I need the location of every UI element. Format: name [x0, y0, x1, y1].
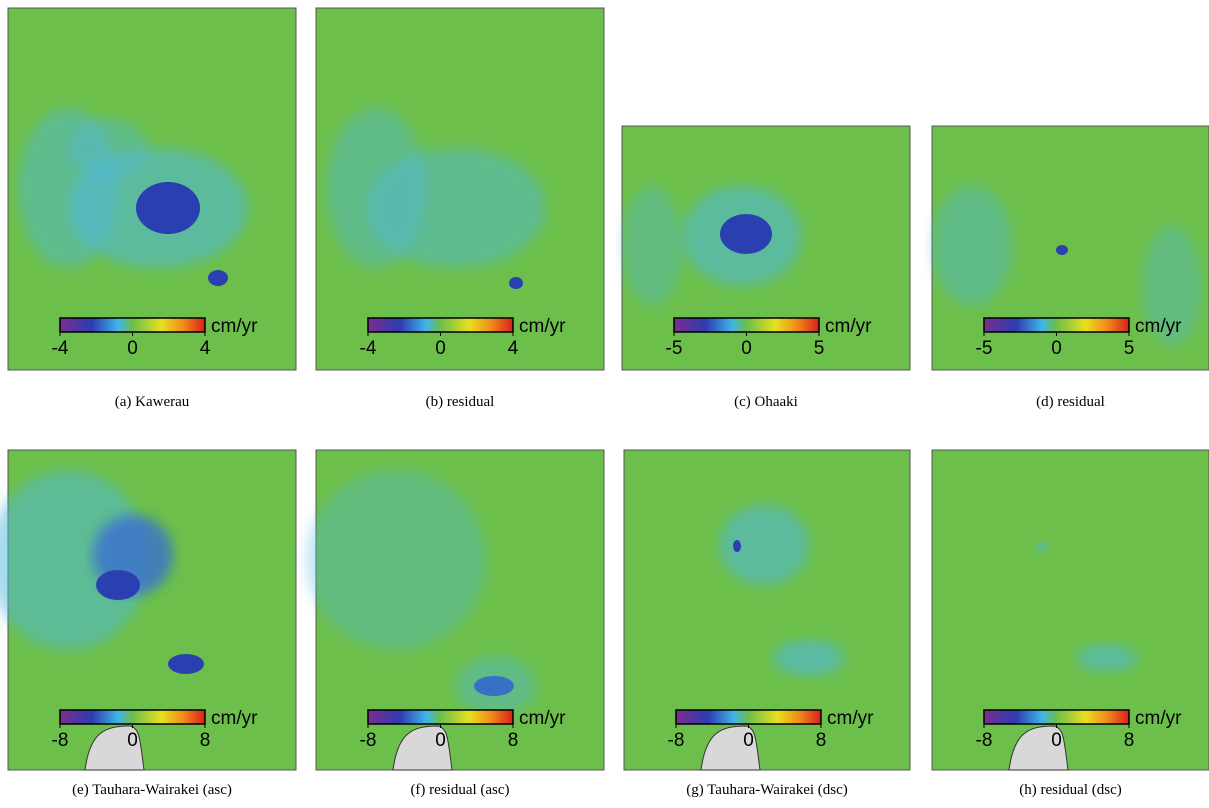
colorbar-tick-label: 0: [1051, 730, 1062, 751]
deformation-area: [774, 640, 844, 676]
panel-caption: (c) Ohaaki: [734, 394, 798, 410]
colorbar: [676, 710, 821, 724]
deformation-area: [932, 186, 1012, 306]
colorbar-unit: cm/yr: [519, 708, 566, 729]
panel: cm/yr -4 0 4 (a) Kawerau: [8, 8, 296, 410]
colorbar-tick-label: 0: [435, 338, 446, 359]
colorbar: [368, 710, 513, 724]
colorbar-tick-label: -8: [976, 730, 993, 751]
colorbar: [60, 318, 205, 332]
colorbar-unit: cm/yr: [519, 316, 566, 337]
deformation-area: [733, 540, 741, 552]
deformation-area: [208, 270, 228, 286]
deformation-area: [68, 118, 148, 178]
deformation-area: [456, 656, 536, 716]
colorbar-unit: cm/yr: [827, 708, 874, 729]
panel-caption: (b) residual: [426, 394, 495, 410]
colorbar-tick-label: -4: [360, 338, 377, 359]
panel: cm/yr -8 0 8 (f) residual (asc): [306, 450, 604, 798]
colorbar: [984, 710, 1129, 724]
colorbar-tick-label: -5: [666, 338, 683, 359]
panel-caption: (e) Tauhara-Wairakei (asc): [72, 782, 232, 798]
panel: cm/yr -8 0 8 (e) Tauhara-Wairakei (asc): [0, 450, 296, 798]
colorbar-unit: cm/yr: [1135, 708, 1182, 729]
colorbar-tick-label: 0: [127, 338, 138, 359]
panel-caption: (a) Kawerau: [115, 394, 190, 410]
colorbar-tick-label: 4: [508, 338, 519, 359]
deformation-area: [719, 505, 809, 585]
colorbar-tick-label: 8: [1124, 730, 1135, 751]
colorbar-tick-label: -8: [360, 730, 377, 751]
colorbar-unit: cm/yr: [211, 316, 258, 337]
colorbar-tick-label: 8: [200, 730, 211, 751]
deformation-area: [622, 186, 682, 306]
colorbar-tick-label: 5: [1124, 338, 1135, 359]
colorbar: [984, 318, 1129, 332]
colorbar-unit: cm/yr: [211, 708, 258, 729]
deformation-area: [1077, 644, 1137, 672]
colorbar: [368, 318, 513, 332]
colorbar-tick-label: 0: [435, 730, 446, 751]
deformation-area: [136, 182, 200, 234]
colorbar-tick-label: 0: [741, 338, 752, 359]
deformation-area: [1036, 542, 1048, 552]
panel-caption: (h) residual (dsc): [1019, 782, 1121, 798]
colorbar-tick-label: -8: [668, 730, 685, 751]
colorbar: [60, 710, 205, 724]
colorbar-tick-label: 4: [200, 338, 211, 359]
colorbar-tick-label: 8: [508, 730, 519, 751]
deformation-area: [509, 277, 523, 289]
deformation-area: [96, 570, 140, 600]
colorbar-tick-label: 5: [814, 338, 825, 359]
colorbar-tick-label: 0: [127, 730, 138, 751]
panel: cm/yr -5 0 5 (d) residual: [932, 126, 1209, 410]
deformation-area: [306, 470, 486, 650]
colorbar-unit: cm/yr: [825, 316, 872, 337]
panel: cm/yr -8 0 8 (h) residual (dsc): [932, 450, 1209, 798]
colorbar-unit: cm/yr: [1135, 316, 1182, 337]
deformation-area: [168, 654, 204, 674]
colorbar: [674, 318, 819, 332]
deformation-area: [1056, 245, 1068, 255]
panel: cm/yr -4 0 4 (b) residual: [316, 8, 604, 410]
colorbar-tick-label: -4: [52, 338, 69, 359]
colorbar-tick-label: 0: [743, 730, 754, 751]
panel: cm/yr -8 0 8 (g) Tauhara-Wairakei (dsc): [624, 450, 910, 798]
panel-caption: (g) Tauhara-Wairakei (dsc): [686, 782, 848, 798]
panel-caption: (f) residual (asc): [410, 782, 509, 798]
deformation-area: [720, 214, 772, 254]
panel: cm/yr -5 0 5 (c) Ohaaki: [622, 126, 910, 410]
panel-caption: (d) residual: [1036, 394, 1105, 410]
figure: cm/yr -4 0 4 (a) Kawerau cm/yr -4 0 4 (b) residua…: [0, 0, 1209, 808]
colorbar-tick-label: -5: [976, 338, 993, 359]
colorbar-tick-label: 0: [1051, 338, 1062, 359]
deformation-area: [326, 108, 426, 268]
colorbar-tick-label: 8: [816, 730, 827, 751]
colorbar-tick-label: -8: [52, 730, 69, 751]
